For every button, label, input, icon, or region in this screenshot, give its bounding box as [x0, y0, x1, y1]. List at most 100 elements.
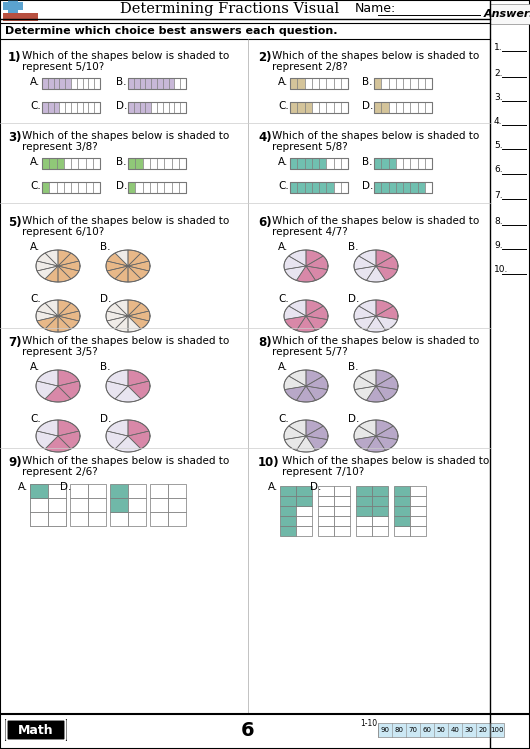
Polygon shape	[285, 436, 306, 450]
Text: 40: 40	[450, 727, 460, 733]
Text: C.: C.	[278, 181, 289, 191]
Bar	[83, 78, 89, 89]
Bar	[3, 13, 38, 21]
Polygon shape	[128, 316, 141, 332]
Bar	[333, 158, 341, 169]
Polygon shape	[45, 250, 58, 266]
Text: 70: 70	[409, 727, 418, 733]
Bar	[110, 512, 128, 526]
Polygon shape	[106, 431, 128, 449]
Bar	[290, 158, 297, 169]
Text: represent 5/10?: represent 5/10?	[22, 62, 104, 72]
Polygon shape	[58, 420, 79, 436]
Bar	[334, 496, 350, 506]
Text: 2.: 2.	[494, 68, 502, 77]
Bar	[57, 158, 64, 169]
Text: 8.: 8.	[494, 216, 502, 225]
Bar	[374, 78, 381, 89]
Bar	[374, 102, 432, 113]
Polygon shape	[376, 376, 398, 389]
Polygon shape	[289, 420, 306, 436]
Bar	[394, 516, 410, 526]
Bar	[381, 158, 388, 169]
Bar	[280, 486, 296, 496]
Polygon shape	[58, 431, 80, 449]
Polygon shape	[355, 266, 376, 280]
Text: 10): 10)	[258, 456, 280, 469]
Text: represent 2/6?: represent 2/6?	[22, 467, 98, 477]
Bar	[318, 486, 334, 496]
Polygon shape	[115, 266, 128, 282]
Bar	[128, 498, 146, 512]
Text: B.: B.	[100, 242, 110, 252]
Bar	[290, 78, 297, 89]
Bar	[30, 498, 48, 512]
Bar	[318, 496, 334, 506]
Polygon shape	[128, 261, 150, 271]
Text: C.: C.	[278, 414, 289, 424]
Polygon shape	[306, 426, 328, 440]
Bar	[410, 516, 426, 526]
Text: 6): 6)	[258, 216, 271, 229]
Bar	[157, 78, 163, 89]
Polygon shape	[107, 266, 128, 279]
Bar	[425, 158, 432, 169]
Bar	[78, 182, 85, 193]
Bar	[319, 102, 326, 113]
Bar	[48, 484, 66, 498]
Text: D.: D.	[100, 294, 111, 304]
Bar	[128, 102, 186, 113]
Bar	[418, 182, 425, 193]
Bar	[410, 78, 418, 89]
Text: D.: D.	[100, 414, 111, 424]
Polygon shape	[115, 300, 128, 316]
Polygon shape	[58, 316, 79, 329]
Bar	[334, 516, 350, 526]
Text: Which of the shapes below is shaded to: Which of the shapes below is shaded to	[22, 216, 229, 226]
Bar	[396, 78, 403, 89]
Polygon shape	[37, 316, 58, 329]
Bar	[381, 78, 388, 89]
Bar	[30, 498, 48, 512]
Text: A.: A.	[278, 77, 288, 87]
Text: represent 7/10?: represent 7/10?	[282, 467, 364, 477]
Text: 6.: 6.	[494, 166, 502, 175]
Polygon shape	[306, 256, 328, 270]
Text: 7): 7)	[8, 336, 22, 349]
Bar	[318, 516, 334, 526]
Polygon shape	[37, 303, 58, 316]
Polygon shape	[58, 261, 80, 271]
Bar	[70, 484, 88, 498]
Bar	[396, 102, 403, 113]
Bar	[42, 102, 48, 113]
Polygon shape	[128, 370, 149, 386]
Bar	[280, 516, 296, 526]
Bar	[48, 102, 54, 113]
Bar	[157, 182, 164, 193]
Bar	[135, 158, 143, 169]
Text: Which of the shapes below is shaded to: Which of the shapes below is shaded to	[22, 456, 229, 466]
Polygon shape	[376, 250, 393, 266]
Bar	[341, 158, 348, 169]
Polygon shape	[289, 300, 306, 316]
Bar	[48, 512, 66, 526]
Polygon shape	[289, 250, 306, 266]
Bar	[128, 158, 135, 169]
Text: Which of the shapes below is shaded to: Which of the shapes below is shaded to	[282, 456, 489, 466]
Bar	[110, 484, 128, 498]
Text: 100: 100	[490, 727, 503, 733]
Polygon shape	[128, 266, 149, 279]
Bar	[169, 102, 174, 113]
Text: 9): 9)	[8, 456, 22, 469]
Bar	[128, 78, 134, 89]
Polygon shape	[306, 370, 323, 386]
Bar	[403, 158, 410, 169]
Text: represent 3/5?: represent 3/5?	[22, 347, 98, 357]
Text: 2): 2)	[258, 51, 271, 64]
Bar	[403, 182, 410, 193]
Bar	[145, 102, 151, 113]
Polygon shape	[376, 306, 398, 320]
Polygon shape	[128, 316, 149, 329]
Bar	[356, 496, 372, 506]
Polygon shape	[36, 431, 58, 449]
